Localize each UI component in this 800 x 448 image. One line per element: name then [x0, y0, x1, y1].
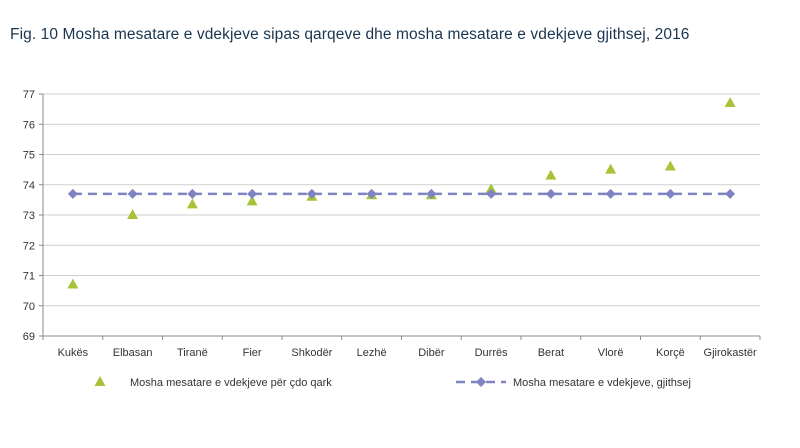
point-kukes-qark [67, 278, 79, 289]
series-mosha-mesatare-e-vdekjeve-gjithsej [67, 188, 736, 199]
point-lezhe-gjithsej [366, 188, 377, 199]
point-vlore-qark [605, 163, 617, 174]
grid-lines [43, 93, 760, 307]
point-berat-gjithsej [545, 188, 556, 199]
y-tick-label-76: 76 [23, 119, 35, 131]
chart-title: Fig. 10 Mosha mesatare e vdekjeve sipas … [10, 26, 690, 43]
x-tick-label-gjirokaster: Gjirokastër [704, 347, 758, 359]
point-korce-gjithsej [665, 188, 676, 199]
point-korce-qark [664, 160, 676, 171]
point-kukes-gjithsej [67, 188, 78, 199]
legend-diamond-marker [476, 377, 486, 387]
y-tick-label-75: 75 [23, 150, 35, 162]
point-diber-gjithsej [426, 188, 437, 199]
point-berat-qark [545, 169, 557, 180]
point-durres-gjithsej [486, 188, 497, 199]
x-tick-label-tirane: Tiranë [177, 347, 208, 359]
x-tick-label-durres: Durrës [475, 347, 509, 359]
y-tick-label-70: 70 [23, 301, 35, 313]
y-tick-label-77: 77 [23, 89, 35, 101]
point-tirane-gjithsej [187, 188, 198, 199]
x-tick-label-berat: Berat [538, 347, 564, 359]
y-tick-label-71: 71 [23, 271, 35, 283]
y-tick-labels: 69 70 71 72 73 74 75 76 77 [23, 89, 35, 343]
x-tick-label-fier: Fier [243, 347, 262, 359]
point-tirane-qark [186, 198, 198, 209]
legend-item-gjithsej: Mosha mesatare e vdekjeve, gjithsej [456, 377, 691, 389]
x-tick-label-lezhe: Lezhë [357, 347, 387, 359]
x-tick-label-elbasan: Elbasan [113, 347, 153, 359]
point-elbasan-qark [127, 209, 139, 219]
axes [39, 93, 761, 340]
point-gjirokaster-gjithsej [725, 188, 736, 199]
y-tick-label-74: 74 [23, 180, 35, 192]
legend-label-qark: Mosha mesatare e vdekjeve për çdo qark [130, 377, 332, 389]
x-tick-label-diber: Dibër [418, 347, 445, 359]
legend-label-gjithsej: Mosha mesatare e vdekjeve, gjithsej [513, 377, 691, 389]
point-elbasan-gjithsej [127, 188, 138, 199]
y-tick-label-69: 69 [23, 331, 35, 343]
point-vlore-gjithsej [605, 188, 616, 199]
x-tick-labels: Kukës Elbasan Tiranë Fier Shkodër Lezhë Dibër D… [58, 347, 757, 359]
y-tick-label-73: 73 [23, 210, 35, 222]
x-tick-label-korce: Korçë [656, 347, 685, 359]
x-tick-label-kukes: Kukës [58, 347, 89, 359]
point-fier-gjithsej [247, 188, 258, 199]
x-tick-label-vlore: Vlorë [598, 347, 624, 359]
x-tick-label-shkoder: Shkodër [291, 347, 332, 359]
legend-item-qark: Mosha mesatare e vdekjeve për çdo qark [94, 376, 332, 389]
point-shkoder-gjithsej [306, 188, 317, 199]
point-durres-qark [485, 183, 497, 194]
y-tick-label-72: 72 [23, 240, 35, 252]
legend-triangle-marker [94, 376, 106, 386]
data-series [67, 97, 736, 289]
legend: Mosha mesatare e vdekjeve për çdo qark Mo… [94, 376, 691, 389]
point-gjirokaster-qark [724, 97, 736, 108]
point-fier-qark [246, 195, 258, 206]
